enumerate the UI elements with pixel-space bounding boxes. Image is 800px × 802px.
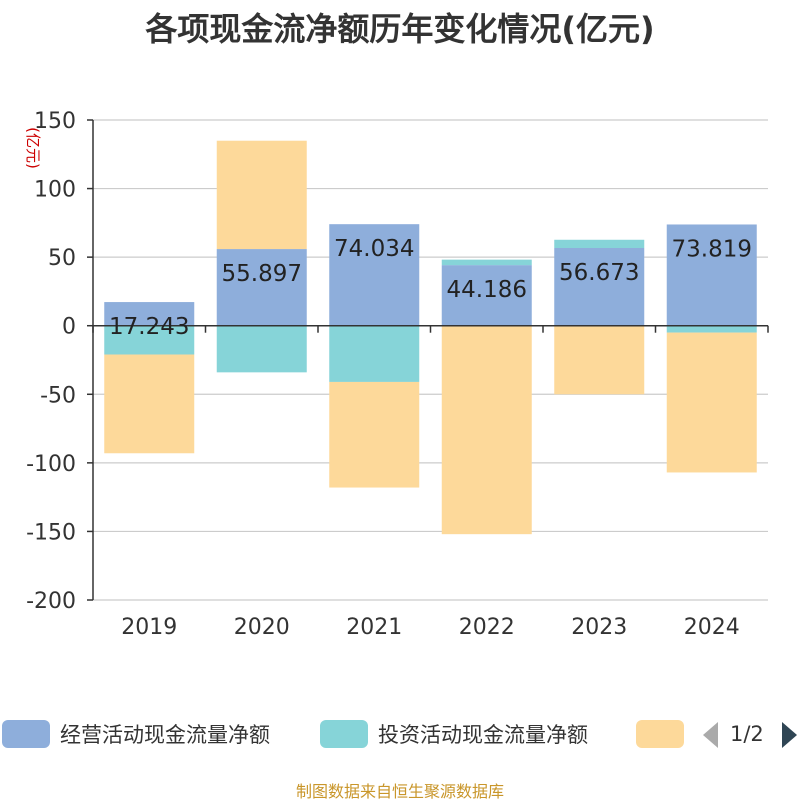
- legend-item-operating[interactable]: 经营活动现金流量净额: [2, 712, 270, 756]
- legend-page-indicator: 1/2: [730, 722, 764, 746]
- bar-series0-2023[interactable]: [554, 247, 645, 326]
- bar-series2-2022[interactable]: [441, 325, 532, 535]
- bar-series1-2020[interactable]: [216, 325, 307, 373]
- y-tick-label: -50: [40, 383, 76, 408]
- y-tick-label: -100: [26, 452, 76, 477]
- bar-series1-2022[interactable]: [441, 259, 532, 266]
- bar-series2-2019[interactable]: [104, 354, 195, 454]
- bar-series0-2020[interactable]: [216, 249, 307, 326]
- data-label: 44.186: [447, 277, 527, 303]
- y-tick-label: 100: [34, 178, 76, 203]
- y-axis-title: (亿元): [24, 127, 42, 169]
- legend-item-investing[interactable]: 投资活动现金流量净额: [320, 712, 588, 756]
- bar-series2-2021[interactable]: [329, 381, 420, 488]
- legend-item-financing[interactable]: [636, 712, 694, 756]
- y-tick-label: 150: [34, 109, 76, 134]
- legend-label-operating: 经营活动现金流量净额: [60, 723, 270, 747]
- y-tick-label: 0: [62, 315, 76, 340]
- legend-next-icon[interactable]: [778, 720, 800, 750]
- bar-series0-2021[interactable]: [329, 224, 420, 326]
- legend-swatch-financing: [636, 720, 684, 748]
- data-label: 17.243: [109, 314, 189, 340]
- legend-swatch-operating: [2, 720, 50, 748]
- data-label: 56.673: [559, 260, 639, 286]
- x-tick-label: 2023: [571, 615, 627, 640]
- bar-series1-2021[interactable]: [329, 325, 420, 382]
- legend-prev-icon[interactable]: [700, 720, 722, 750]
- data-label: 74.034: [334, 236, 414, 262]
- footer-source: 制图数据来自恒生聚源数据库: [295, 782, 504, 801]
- label-layer: 150 100 50 0 -50 -100 -150 -200 2019 17.243 2020 55…: [26, 109, 752, 640]
- chart-title: 各项现金流净额历年变化情况(亿元): [145, 10, 655, 48]
- bar-series0-2019[interactable]: [104, 302, 195, 326]
- bar-series1-2019[interactable]: [104, 325, 195, 355]
- bar-series1-2024[interactable]: [666, 325, 757, 333]
- x-tick-label: 2020: [234, 615, 290, 640]
- x-tick-label: 2024: [684, 615, 740, 640]
- legend-label-investing: 投资活动现金流量净额: [378, 723, 588, 747]
- bar-series2-2023[interactable]: [554, 325, 645, 395]
- x-tick-label: 2019: [121, 615, 177, 640]
- bar-series2-2024[interactable]: [666, 332, 757, 473]
- grid-layer: [93, 119, 768, 601]
- y-tick-label: -150: [26, 520, 76, 545]
- y-tick-label: -200: [26, 589, 76, 614]
- legend: 经营活动现金流量净额 投资活动现金流量净额 1/2: [0, 712, 800, 756]
- x-tick-label: 2022: [459, 615, 515, 640]
- bar-layer: [104, 140, 757, 535]
- data-label: 55.897: [222, 261, 302, 287]
- legend-swatch-investing: [320, 720, 368, 748]
- bar-series0-2024[interactable]: [666, 224, 757, 326]
- x-tick-label: 2021: [346, 615, 402, 640]
- data-label: 73.819: [672, 236, 752, 262]
- axis-layer: [87, 119, 769, 601]
- y-tick-label: 50: [48, 246, 76, 271]
- bar-series2-2020[interactable]: [216, 140, 307, 250]
- bar-series1-2023[interactable]: [554, 239, 645, 248]
- bar-series0-2022[interactable]: [441, 265, 532, 326]
